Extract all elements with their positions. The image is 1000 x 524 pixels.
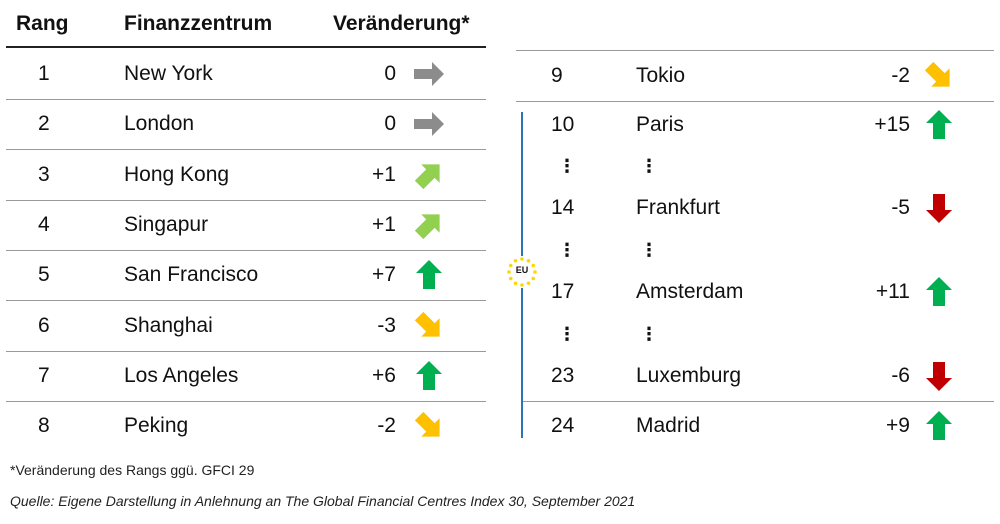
right-top-rule [516, 50, 994, 51]
right-arrow-icon [412, 58, 446, 90]
row-divider [6, 249, 486, 251]
down-arrow-icon [922, 360, 956, 392]
rank-cell: 17 [551, 280, 575, 303]
change-cell: +11 [875, 280, 910, 303]
change-cell: -6 [891, 364, 910, 387]
change-cell: -5 [891, 196, 910, 219]
ellipsis-rank: ⋮ [558, 324, 576, 344]
header-rank: Rang [16, 12, 69, 35]
ellipsis-city: ⋮ [640, 156, 658, 176]
change-cell: +7 [372, 263, 396, 287]
row-divider [6, 400, 486, 402]
city-cell: Singapur [124, 212, 209, 236]
rank-cell: 23 [551, 364, 575, 387]
header-veraenderung: Veränderung* [333, 12, 470, 35]
change-cell: +9 [886, 414, 910, 437]
city-cell: Amsterdam [636, 280, 744, 303]
rank-cell: 1 [38, 62, 50, 85]
city-cell: New York [124, 62, 213, 85]
city-cell: Hong Kong [124, 162, 230, 186]
rank-cell: 2 [38, 112, 50, 136]
row-divider [6, 149, 486, 151]
change-cell: +1 [372, 162, 396, 186]
ellipsis-city: ⋮ [640, 240, 658, 260]
header-finanzzentrum: Finanzzentrum [124, 12, 273, 35]
rank-cell: 24 [551, 414, 575, 437]
row-divider [516, 101, 994, 102]
city-cell: Luxemburg [636, 364, 742, 387]
down-arrow-icon [922, 192, 956, 224]
eu-label: EU [515, 265, 529, 275]
rank-cell: 8 [38, 414, 50, 438]
rank-cell: 10 [551, 113, 575, 136]
change-cell: -3 [377, 313, 396, 337]
eu-flag-icon: EU [506, 256, 538, 288]
change-cell: +1 [372, 212, 396, 236]
change-cell: -2 [377, 414, 396, 438]
change-cell: +15 [874, 113, 910, 136]
city-cell: Peking [124, 414, 189, 438]
change-cell: 0 [384, 112, 396, 136]
city-cell: Los Angeles [124, 363, 239, 387]
row-divider [6, 350, 486, 352]
change-cell: -2 [891, 64, 910, 87]
down-right-arrow-icon [412, 410, 446, 442]
ellipsis-city: ⋮ [640, 324, 658, 344]
rank-cell: 3 [38, 162, 50, 186]
city-cell: Tokio [636, 64, 686, 87]
up-arrow-icon [922, 410, 956, 442]
header-rule [6, 46, 486, 48]
rank-cell: 6 [38, 313, 50, 337]
rank-cell: 4 [38, 212, 50, 236]
ellipsis-rank: ⋮ [558, 156, 576, 176]
up-arrow-icon [412, 259, 446, 291]
row-divider [6, 99, 486, 100]
row-divider [522, 401, 994, 402]
rank-cell: 9 [551, 64, 563, 87]
down-right-arrow-icon [922, 60, 956, 92]
rank-cell: 14 [551, 196, 575, 219]
change-cell: 0 [384, 62, 396, 85]
change-cell: +6 [372, 363, 396, 387]
row-divider [6, 199, 486, 201]
up-arrow-icon [922, 276, 956, 308]
city-cell: Shanghai [124, 313, 213, 337]
footnote: *Veränderung des Rangs ggü. GFCI 29 [10, 462, 255, 478]
city-cell: London [124, 112, 195, 136]
source-note: Quelle: Eigene Darstellung in Anlehnung … [10, 493, 636, 509]
up-arrow-icon [922, 109, 956, 141]
city-cell: Paris [636, 113, 684, 136]
up-arrow-icon [412, 360, 446, 392]
rank-cell: 5 [38, 263, 50, 287]
city-cell: Frankfurt [636, 196, 721, 219]
right-arrow-icon [412, 108, 446, 140]
down-right-arrow-icon [412, 310, 446, 342]
city-cell: San Francisco [124, 263, 259, 287]
row-divider [6, 300, 486, 302]
up-right-arrow-icon [412, 159, 446, 191]
up-right-arrow-icon [412, 209, 446, 241]
ellipsis-rank: ⋮ [558, 240, 576, 260]
rank-cell: 7 [38, 363, 50, 387]
city-cell: Madrid [636, 414, 701, 437]
